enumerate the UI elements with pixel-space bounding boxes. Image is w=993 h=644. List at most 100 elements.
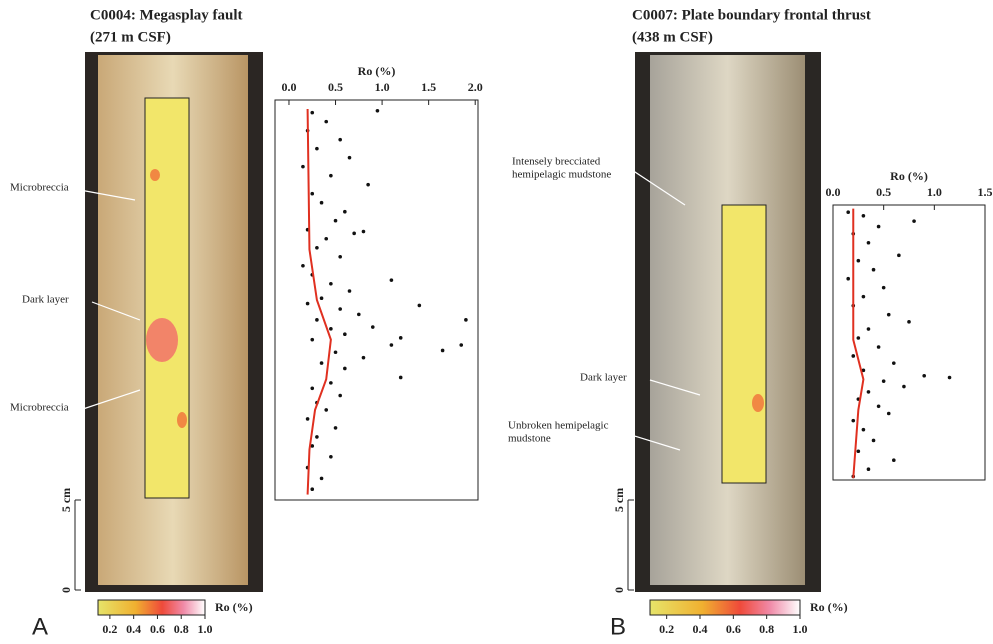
annotation: Microbreccia bbox=[10, 182, 69, 194]
colorbar-label: Ro (%) bbox=[215, 600, 253, 614]
data-point bbox=[334, 426, 338, 430]
data-point bbox=[348, 289, 352, 293]
x-tick-label: 1.5 bbox=[978, 185, 993, 199]
colorbar-tick-label: 0.2 bbox=[102, 622, 117, 636]
x-axis-label: Ro (%) bbox=[358, 64, 396, 78]
data-point bbox=[846, 277, 850, 281]
data-point bbox=[320, 361, 324, 365]
data-point bbox=[324, 120, 328, 124]
x-tick-label: 0.0 bbox=[281, 80, 296, 94]
plot-frame bbox=[275, 100, 478, 500]
panel-letter: A bbox=[32, 613, 48, 640]
data-point bbox=[922, 374, 926, 378]
hotspot bbox=[177, 412, 187, 428]
data-point bbox=[352, 232, 356, 236]
data-point bbox=[902, 385, 906, 389]
data-point bbox=[862, 428, 866, 432]
data-point bbox=[338, 138, 342, 142]
colorbar-label: Ro (%) bbox=[810, 600, 848, 614]
colorbar-tick-label: 0.4 bbox=[693, 622, 708, 636]
panel-letter: B bbox=[610, 613, 626, 640]
annotation: Dark layer bbox=[22, 294, 69, 306]
data-point bbox=[338, 394, 342, 398]
colorbar-tick-label: 1.0 bbox=[198, 622, 213, 636]
data-point bbox=[857, 259, 861, 263]
colorbar-tick-label: 0.8 bbox=[174, 622, 189, 636]
data-point bbox=[846, 210, 850, 214]
data-point bbox=[948, 376, 952, 380]
annotation: Unbroken hemipelagic bbox=[508, 420, 609, 432]
data-point bbox=[882, 379, 886, 383]
data-point bbox=[338, 307, 342, 311]
data-point bbox=[857, 336, 861, 340]
data-point bbox=[857, 449, 861, 453]
data-point bbox=[464, 318, 468, 322]
colorbar bbox=[650, 600, 800, 615]
colorbar-tick-label: 0.8 bbox=[759, 622, 774, 636]
data-point bbox=[338, 255, 342, 259]
data-point bbox=[320, 296, 324, 300]
data-point bbox=[315, 246, 319, 250]
data-point bbox=[867, 467, 871, 471]
data-point bbox=[912, 219, 916, 223]
data-point bbox=[315, 435, 319, 439]
annotation: Intensely brecciated bbox=[512, 156, 601, 168]
data-point bbox=[867, 390, 871, 394]
overlay-box bbox=[722, 205, 766, 483]
data-point bbox=[362, 230, 366, 234]
hotspot bbox=[146, 318, 178, 362]
scale-label: 0 bbox=[59, 587, 73, 593]
data-point bbox=[310, 111, 314, 115]
data-point bbox=[892, 458, 896, 462]
data-point bbox=[877, 225, 881, 229]
data-point bbox=[301, 264, 305, 268]
data-point bbox=[867, 327, 871, 331]
figure: C0004: Megasplay fault (271 m CSF) A Ro (%)… bbox=[0, 0, 993, 644]
data-point bbox=[329, 282, 333, 286]
data-point bbox=[315, 318, 319, 322]
data-point bbox=[324, 237, 328, 241]
data-point bbox=[306, 302, 310, 306]
data-point bbox=[872, 439, 876, 443]
scale-label: 5 cm bbox=[59, 488, 73, 512]
annotation: Dark layer bbox=[580, 372, 627, 384]
data-point bbox=[877, 345, 881, 349]
data-point bbox=[315, 147, 319, 151]
chart-subtitle: (438 m CSF) bbox=[632, 29, 713, 45]
data-point bbox=[390, 343, 394, 347]
data-point bbox=[324, 408, 328, 412]
x-tick-label: 0.5 bbox=[876, 185, 891, 199]
data-point bbox=[872, 268, 876, 272]
x-tick-label: 1.0 bbox=[927, 185, 942, 199]
data-point bbox=[459, 343, 463, 347]
data-point bbox=[867, 241, 871, 245]
data-point bbox=[306, 417, 310, 421]
annotation: mudstone bbox=[508, 433, 551, 445]
colorbar-tick-label: 0.2 bbox=[659, 622, 674, 636]
colorbar-tick-label: 0.4 bbox=[126, 622, 141, 636]
data-point bbox=[362, 356, 366, 360]
data-point bbox=[877, 405, 881, 409]
chart-subtitle: (271 m CSF) bbox=[90, 29, 171, 45]
colorbar-tick-label: 1.0 bbox=[793, 622, 808, 636]
data-point bbox=[399, 336, 403, 340]
data-point bbox=[310, 338, 314, 342]
chart-title: C0004: Megasplay fault bbox=[90, 7, 243, 23]
data-point bbox=[357, 313, 361, 317]
data-point bbox=[882, 286, 886, 290]
data-point bbox=[343, 210, 347, 214]
data-point bbox=[366, 183, 370, 187]
x-tick-label: 1.5 bbox=[421, 80, 436, 94]
data-point bbox=[329, 327, 333, 331]
x-tick-label: 0.0 bbox=[826, 185, 841, 199]
data-point bbox=[310, 487, 314, 491]
data-point bbox=[329, 381, 333, 385]
data-point bbox=[862, 295, 866, 299]
data-point bbox=[892, 361, 896, 365]
hotspot bbox=[752, 394, 764, 412]
overlay-box bbox=[145, 98, 189, 498]
data-point bbox=[441, 349, 445, 353]
x-axis-label: Ro (%) bbox=[890, 169, 928, 183]
annotation: hemipelagic mudstone bbox=[512, 169, 611, 181]
data-point bbox=[399, 376, 403, 380]
